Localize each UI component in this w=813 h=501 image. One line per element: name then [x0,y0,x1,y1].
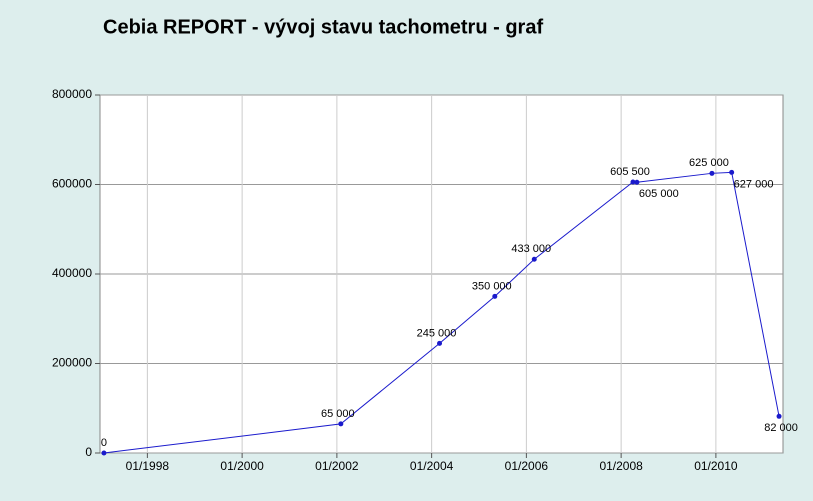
point [729,169,735,175]
value-label: 65 000 [321,408,355,420]
chart-title: Cebia REPORT - vývoj stavu tachometru - … [103,16,543,38]
value-label: 82 000 [764,422,798,434]
y-tick-label: 800000 [52,87,92,101]
point [634,179,640,185]
point [437,340,443,346]
x-tick-label: 01/2002 [315,459,359,473]
y-tick-label: 0 [85,445,92,459]
y-tick-label: 200000 [52,356,92,370]
x-tick-label: 01/2008 [599,459,643,473]
point [531,256,537,262]
point [630,179,636,185]
y-tick-label: 600000 [52,177,92,191]
value-label: 605 000 [639,188,679,200]
x-tick-label: 01/2010 [694,459,738,473]
value-label: 625 000 [689,157,729,169]
y-tick-label: 400000 [52,266,92,280]
point [709,170,715,176]
value-label: 245 000 [417,327,457,339]
x-tick-label: 01/1998 [126,459,170,473]
value-label: 433 000 [511,243,551,255]
x-tick-label: 01/2006 [505,459,549,473]
point [338,421,344,427]
x-tick-label: 01/2000 [220,459,264,473]
point [492,293,498,299]
line [103,171,780,454]
value-label: 605 500 [610,166,650,178]
value-label: 0 [101,437,107,449]
point [101,450,107,456]
x-tick-label: 01/2004 [410,459,454,473]
value-label: 627 000 [734,178,774,190]
point [776,413,782,419]
value-label: 350 000 [472,280,512,292]
